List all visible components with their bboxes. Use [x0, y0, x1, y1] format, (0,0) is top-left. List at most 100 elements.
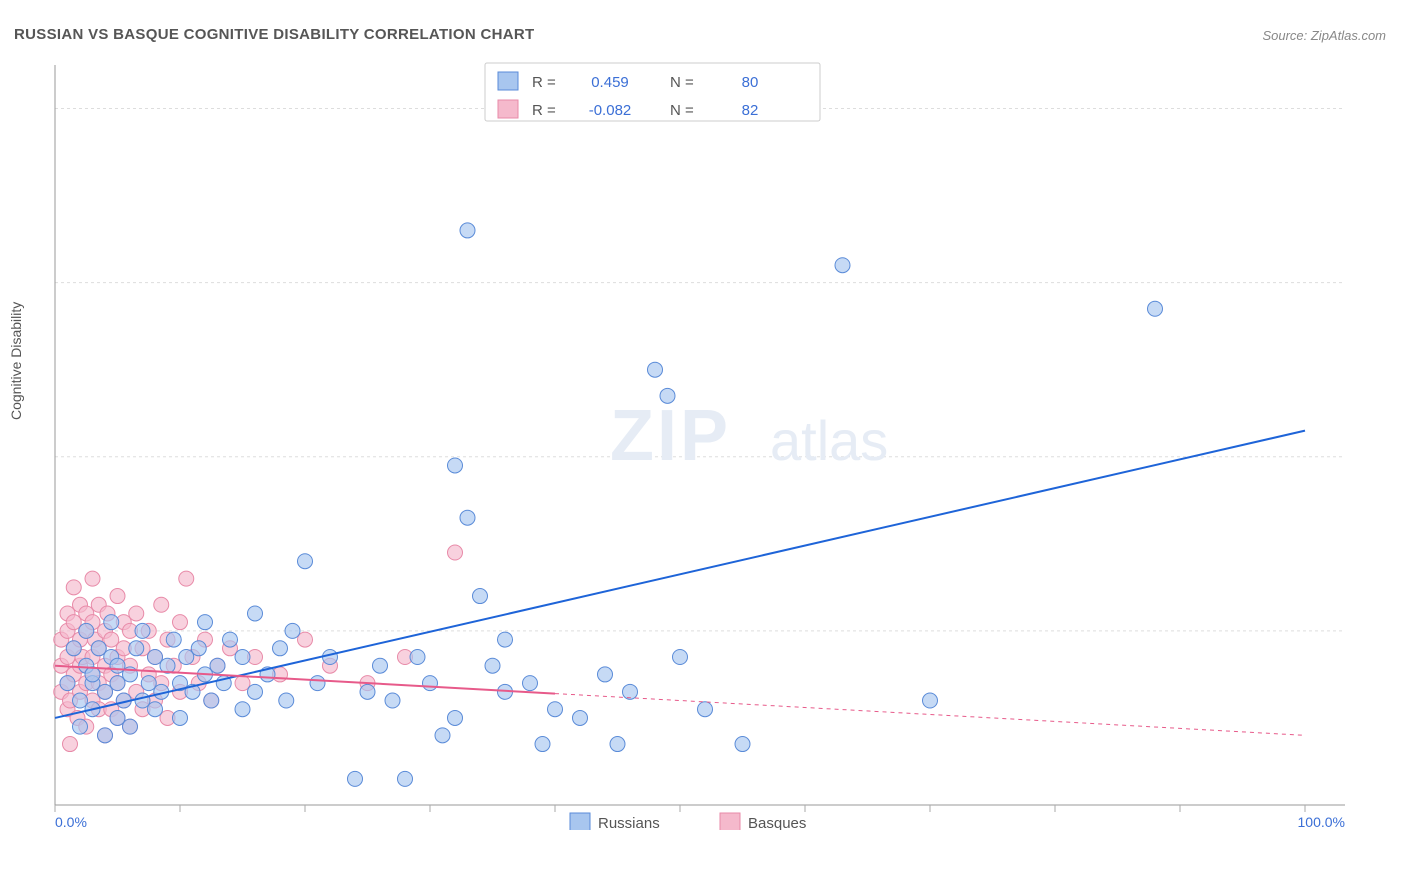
basques-point	[448, 545, 463, 560]
legend-r-value: 0.459	[591, 74, 629, 91]
y-axis-label: Cognitive Disability	[8, 302, 24, 420]
russians-point	[248, 684, 263, 699]
russians-point	[85, 667, 100, 682]
russians-point	[235, 650, 250, 665]
russians-point	[460, 223, 475, 238]
russians-point	[673, 650, 688, 665]
russians-point	[79, 623, 94, 638]
russians-point	[129, 641, 144, 656]
russians-point	[548, 702, 563, 717]
legend-n-value: 82	[742, 102, 759, 119]
russians-point	[360, 684, 375, 699]
svg-text:atlas: atlas	[770, 409, 888, 472]
russians-point	[104, 615, 119, 630]
legend-swatch	[498, 100, 518, 118]
russians-point	[535, 737, 550, 752]
russians-point	[348, 771, 363, 786]
russians-point	[310, 676, 325, 691]
russians-point	[148, 702, 163, 717]
legend-stats: R = 0.459 N = 80 R = -0.082 N = 82	[485, 63, 820, 121]
basques-point	[235, 676, 250, 691]
legend-swatch	[570, 813, 590, 830]
russians-point	[648, 362, 663, 377]
legend-r-value: -0.082	[589, 102, 632, 119]
russians-point	[110, 710, 125, 725]
russians-point	[735, 737, 750, 752]
russians-point	[698, 702, 713, 717]
russians-point	[398, 771, 413, 786]
russians-point	[298, 554, 313, 569]
russians-point	[204, 693, 219, 708]
russians-point	[285, 623, 300, 638]
russians-point	[248, 606, 263, 621]
russians-point	[623, 684, 638, 699]
russians-point	[660, 388, 675, 403]
russians-point	[235, 702, 250, 717]
russians-point	[60, 676, 75, 691]
russians-point	[923, 693, 938, 708]
russians-point	[460, 510, 475, 525]
russians-point	[135, 693, 150, 708]
svg-text:ZIP: ZIP	[610, 396, 731, 476]
russians-point	[98, 728, 113, 743]
russians-point	[148, 650, 163, 665]
russians-point	[448, 458, 463, 473]
basques-point	[104, 632, 119, 647]
russians-point	[198, 615, 213, 630]
russians-point	[98, 684, 113, 699]
russians-point	[141, 676, 156, 691]
russians-point	[135, 623, 150, 638]
russians-point	[73, 719, 88, 734]
russians-point	[598, 667, 613, 682]
legend-n-label: N =	[670, 74, 694, 91]
russians-point	[166, 632, 181, 647]
basques-point	[110, 589, 125, 604]
russians-point	[435, 728, 450, 743]
chart-title: RUSSIAN VS BASQUE COGNITIVE DISABILITY C…	[14, 26, 534, 43]
basques-point	[129, 606, 144, 621]
legend-swatch	[498, 72, 518, 90]
x-tick-label: 100.0%	[1298, 814, 1345, 830]
russians-point	[485, 658, 500, 673]
russians-point	[1148, 301, 1163, 316]
russians-point	[110, 676, 125, 691]
basques-point	[66, 580, 81, 595]
legend-swatch	[720, 813, 740, 830]
legend-series-label: Russians	[598, 815, 660, 830]
russians-point	[373, 658, 388, 673]
russians-point	[323, 650, 338, 665]
russians-point	[110, 658, 125, 673]
russians-point	[279, 693, 294, 708]
russians-point	[410, 650, 425, 665]
russians-point	[473, 589, 488, 604]
russians-point	[173, 710, 188, 725]
russians-point	[273, 641, 288, 656]
russians-point	[91, 641, 106, 656]
russians-point	[123, 719, 138, 734]
russians-point	[523, 676, 538, 691]
legend-r-label: R =	[532, 102, 556, 119]
basques-point	[154, 597, 169, 612]
russians-point	[573, 710, 588, 725]
basques-point	[179, 571, 194, 586]
russians-point	[210, 658, 225, 673]
russians-point	[179, 650, 194, 665]
source-text: Source: ZipAtlas.com	[1262, 28, 1386, 43]
legend-n-label: N =	[670, 102, 694, 119]
watermark: ZIP atlas	[610, 396, 888, 476]
scatter-plot: 20.0%40.0%60.0%80.0%ZIPatlas0.0%100.0%R …	[50, 60, 1350, 830]
russians-point	[223, 632, 238, 647]
russians-point	[66, 641, 81, 656]
x-tick-label: 0.0%	[55, 814, 87, 830]
russians-point	[191, 641, 206, 656]
legend-n-value: 80	[742, 74, 759, 91]
basques-point	[85, 571, 100, 586]
russians-point	[448, 710, 463, 725]
russians-point	[610, 737, 625, 752]
legend-series: Russians Basques	[570, 813, 806, 830]
russians-point	[835, 258, 850, 273]
legend-series-label: Basques	[748, 815, 806, 830]
legend-r-label: R =	[532, 74, 556, 91]
basques-point	[298, 632, 313, 647]
russians-point	[73, 693, 88, 708]
